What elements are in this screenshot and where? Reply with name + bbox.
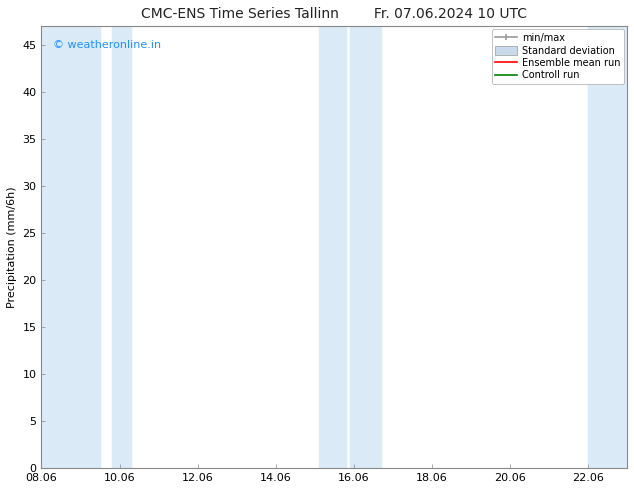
Legend: min/max, Standard deviation, Ensemble mean run, Controll run: min/max, Standard deviation, Ensemble me…	[491, 29, 624, 84]
Bar	[112, 26, 131, 468]
Bar	[41, 26, 100, 468]
Bar	[350, 26, 381, 468]
Y-axis label: Precipitation (mm/6h): Precipitation (mm/6h)	[7, 186, 17, 308]
Text: © weatheronline.in: © weatheronline.in	[53, 40, 161, 49]
Bar	[588, 26, 627, 468]
Bar	[319, 26, 346, 468]
Title: CMC-ENS Time Series Tallinn        Fr. 07.06.2024 10 UTC: CMC-ENS Time Series Tallinn Fr. 07.06.20…	[141, 7, 527, 21]
